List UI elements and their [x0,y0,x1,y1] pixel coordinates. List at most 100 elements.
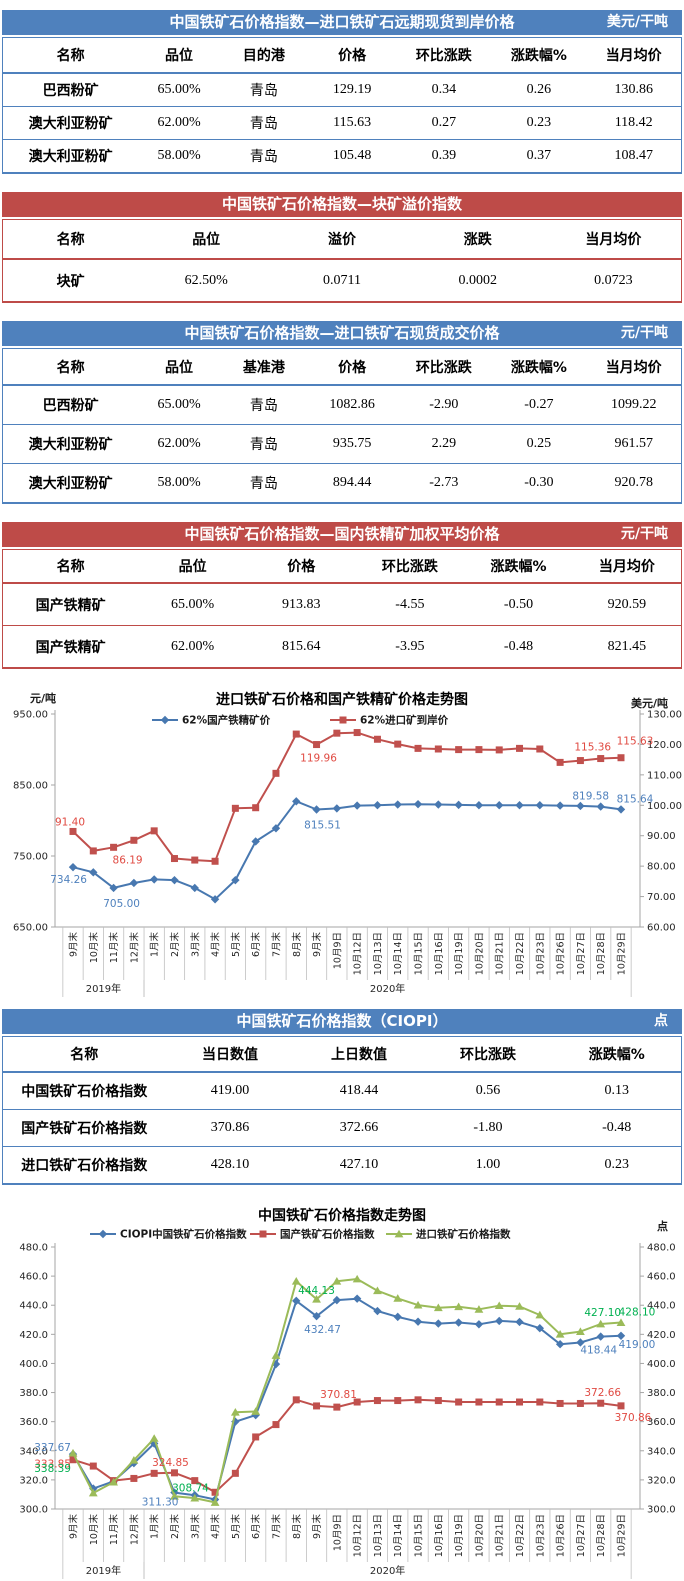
data-label: 115.63 [617,736,654,748]
table-row: 澳大利亚粉矿 58.00% 青岛 894.44 -2.73 -0.30 920.78 [2,463,682,504]
square-marker-icon [617,754,625,762]
diamond-marker-icon [332,804,342,813]
diamond-marker-icon [576,801,585,811]
diamond-marker-icon [434,800,443,809]
category-label: 11月末 [108,1514,120,1546]
table-title-band: 中国铁矿石价格指数—进口铁矿石远期现货到岸价格 美元/干吨 [2,10,682,35]
triangle-marker-icon [332,1277,342,1285]
domestic-concentrate-price-table: 中国铁矿石价格指数—国内铁精矿加权平均价格 元/干吨 名称 品位 价格 环比涨跌 涨跌幅… [2,522,682,669]
data-label: 432.47 [304,1324,341,1336]
triangle-marker-icon [596,1319,606,1328]
value-cell: -0.30 [491,463,587,504]
value-cell: 0.25 [491,424,587,464]
data-label: 370.81 [320,1389,357,1401]
square-marker-icon [516,1398,524,1406]
year-label: 2019年 [86,1564,121,1577]
category-label: 1月末 [149,1514,161,1540]
lump-premium-table: 中国铁矿石价格指数—块矿溢价指数 名称 品位 溢价 涨跌 当月均价 块矿 62.50% 0.0… [2,192,682,303]
category-label: 10月22日 [515,1514,526,1557]
data-label: 819.58 [572,791,609,803]
square-marker-icon [69,1456,77,1464]
square-marker-icon [89,847,97,855]
value-cell: 0.26 [491,73,587,107]
left-axis-tick: 300.0 [19,1505,48,1516]
diamond-marker-icon [68,862,78,872]
square-marker-icon [536,1398,544,1406]
left-axis-tick: 400.0 [19,1359,48,1370]
square-marker-icon [333,1403,341,1411]
column-header: 涨跌幅% [491,37,587,74]
row-name-cell: 澳大利亚粉矿 [2,106,139,140]
left-axis-tick: 460.0 [19,1272,48,1283]
table-row: 巴西粉矿 65.00% 青岛 129.19 0.34 0.26 130.86 [2,73,682,107]
row-name-cell: 巴西粉矿 [2,385,139,425]
value-cell: 58.00% [138,463,220,504]
category-label: 10月22日 [515,932,526,975]
category-label: 10月19日 [454,932,465,975]
category-label: 12月末 [128,932,140,964]
diamond-marker-icon [170,875,179,885]
column-header: 当月均价 [545,219,682,260]
category-label: 2月末 [169,932,181,958]
column-header: 当月均价 [586,37,682,74]
triangle-marker-icon [413,1300,423,1309]
category-label: 10月26日 [556,932,567,975]
row-name-cell: 进口铁矿石价格指数 [2,1146,166,1185]
value-cell: -0.27 [491,385,587,425]
square-marker-icon [394,1397,402,1405]
value-cell: 青岛 [219,73,309,107]
diamond-marker-icon [312,805,321,814]
square-marker-icon [475,746,483,754]
column-header: 当月均价 [586,348,682,386]
diamond-marker-icon [454,800,463,810]
right-axis-tick: 400.0 [647,1359,676,1370]
category-label: 9月末 [311,1514,323,1540]
column-header: 环比涨跌 [423,1036,553,1073]
category-label: 2月末 [169,1514,181,1540]
right-axis-tick: 340.0 [647,1446,676,1457]
value-cell: 129.19 [308,73,397,107]
square-marker-icon [339,716,347,724]
category-label: 10月27日 [576,1514,587,1557]
value-cell: 1.00 [423,1146,553,1185]
value-cell: 105.48 [308,139,397,174]
data-label: 372.66 [584,1387,621,1399]
category-label: 3月末 [189,1514,201,1540]
import-forward-price-table: 中国铁矿石价格指数—进口铁矿石远期现货到岸价格 美元/干吨 名称 品位 目的港 价格环… [2,10,682,174]
square-marker-icon [434,745,442,753]
value-cell: 419.00 [165,1072,295,1110]
table-title: 中国铁矿石价格指数—进口铁矿石远期现货到岸价格 [169,13,515,31]
diamond-marker-icon [413,1317,423,1326]
square-marker-icon [272,1421,280,1429]
category-label: 3月末 [189,932,201,958]
square-marker-icon [252,1433,260,1441]
data-label: 119.96 [300,753,337,765]
column-header: 环比涨跌 [396,37,492,74]
table-unit: 元/干吨 [620,325,668,341]
data-table: 名称 当日数值 上日数值 环比涨跌 涨跌幅% 中国铁矿石价格指数 419.00 418.44 0… [2,1036,682,1185]
series-国产铁矿石价格指数 [69,1396,625,1496]
square-marker-icon [231,1469,239,1477]
square-marker-icon [617,1402,625,1410]
table-row: 澳大利亚粉矿 62.00% 青岛 935.75 2.29 0.25 961.57 [2,424,682,464]
value-cell: 青岛 [219,385,309,425]
triangle-marker-icon [494,1301,504,1310]
column-header: 当日数值 [165,1036,295,1073]
column-header: 品位 [138,549,247,584]
year-label: 2020年 [370,1564,405,1577]
table-title-band: 中国铁矿石价格指数—块矿溢价指数 [2,192,682,217]
square-marker-icon [89,1462,97,1470]
triangle-marker-icon [535,1310,545,1319]
data-label: 324.85 [152,1457,189,1469]
square-marker-icon [556,1399,564,1407]
category-label: 10月28日 [596,1514,607,1557]
category-label: 5月末 [230,932,242,958]
square-marker-icon [597,755,605,763]
category-label: 10月16日 [434,932,445,975]
square-marker-icon [495,1398,503,1406]
value-cell: 920.59 [572,583,682,626]
category-label: 9月末 [311,932,323,958]
data-label: 815.51 [304,819,341,831]
import-spot-price-table: 中国铁矿石价格指数—进口铁矿石现货成交价格 元/干吨 名称 品位 基准港 价格 环比涨跌… [2,321,682,504]
triangle-marker-icon [149,1434,159,1442]
